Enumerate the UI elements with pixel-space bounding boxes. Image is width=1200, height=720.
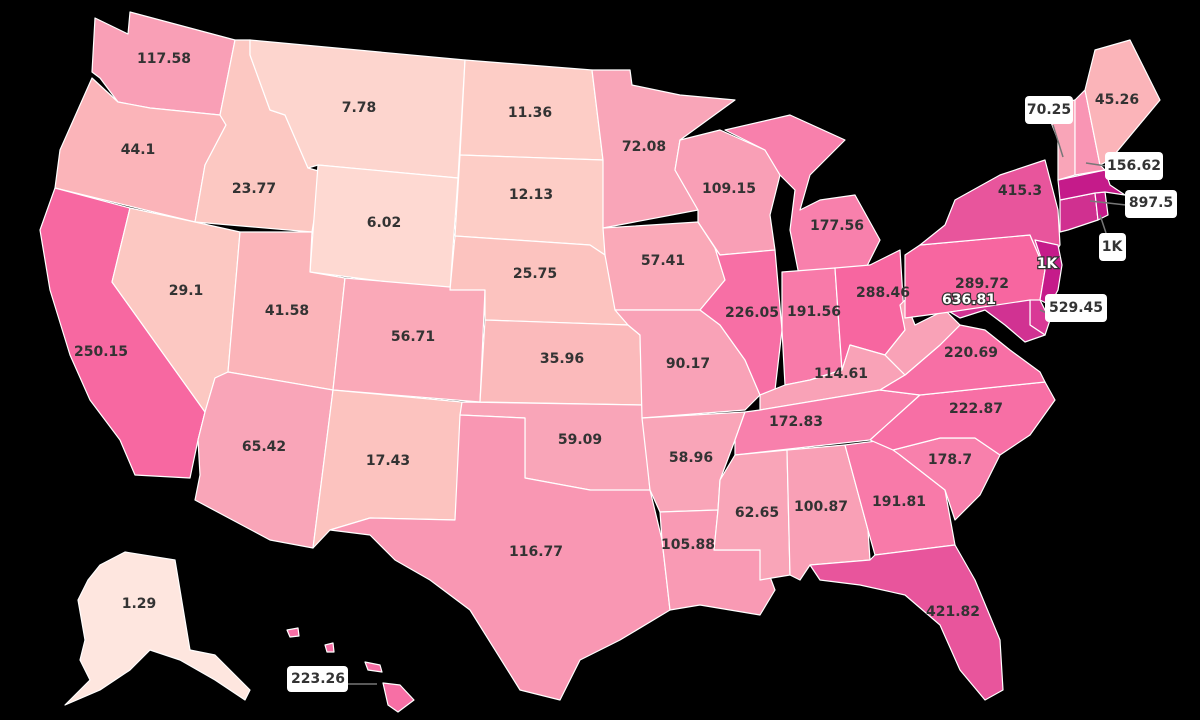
label-va: 220.69 bbox=[944, 345, 998, 361]
label-co: 56.71 bbox=[391, 329, 435, 345]
state-wv[interactable] bbox=[884, 299, 961, 376]
state-md[interactable] bbox=[949, 299, 1046, 343]
label-mn: 72.08 bbox=[622, 139, 666, 155]
label-tn: 172.83 bbox=[769, 414, 823, 430]
label-wy: 6.02 bbox=[367, 215, 402, 231]
label-me: 45.26 bbox=[1095, 92, 1139, 108]
label-wi: 109.15 bbox=[702, 181, 756, 197]
state-me[interactable] bbox=[1084, 39, 1161, 166]
label-ny: 415.3 bbox=[998, 183, 1042, 199]
label-ak: 1.29 bbox=[122, 596, 157, 612]
state-ak[interactable] bbox=[64, 551, 251, 706]
callout-nh-box bbox=[1105, 152, 1163, 180]
state-ny[interactable] bbox=[919, 159, 1061, 271]
state-hi-3[interactable] bbox=[364, 661, 383, 673]
state-fl[interactable] bbox=[809, 544, 1004, 701]
callout-de-box bbox=[1045, 294, 1107, 322]
label-ia: 57.41 bbox=[641, 253, 685, 269]
label-sd: 12.13 bbox=[509, 187, 553, 203]
label-fl: 421.82 bbox=[926, 604, 980, 620]
state-hi-4[interactable] bbox=[382, 682, 415, 713]
state-mi[interactable] bbox=[724, 114, 881, 281]
label-vt: 70.25 bbox=[1027, 102, 1071, 118]
label-mi: 177.56 bbox=[810, 218, 864, 234]
callout-hi-box bbox=[287, 666, 348, 692]
label-al: 100.87 bbox=[794, 499, 848, 515]
label-pa: 289.72 bbox=[955, 276, 1009, 292]
callout-ma-box bbox=[1125, 190, 1177, 218]
state-tx[interactable] bbox=[329, 414, 671, 701]
label-ut: 41.58 bbox=[265, 303, 309, 319]
label-oh: 288.46 bbox=[856, 285, 910, 301]
leader-ma bbox=[1089, 200, 1127, 206]
label-ks: 35.96 bbox=[540, 351, 584, 367]
label-ri: 1K bbox=[1102, 239, 1124, 255]
label-md: 636.81 bbox=[942, 292, 996, 308]
label-nd: 11.36 bbox=[508, 105, 552, 121]
state-ri[interactable] bbox=[1094, 191, 1109, 221]
label-or: 44.1 bbox=[121, 142, 156, 158]
state-hi-2[interactable] bbox=[324, 642, 335, 653]
label-hi: 223.26 bbox=[291, 671, 345, 687]
label-in: 191.56 bbox=[787, 304, 841, 320]
label-ma: 897.5 bbox=[1129, 195, 1173, 211]
label-ky: 114.61 bbox=[814, 366, 868, 382]
label-tx: 116.77 bbox=[509, 544, 563, 560]
leader-nh bbox=[1085, 162, 1107, 167]
label-nc: 222.87 bbox=[949, 401, 1003, 417]
label-nm: 17.43 bbox=[366, 453, 410, 469]
label-id: 23.77 bbox=[232, 181, 276, 197]
callout-vt-box bbox=[1025, 96, 1073, 124]
label-nh: 156.62 bbox=[1107, 158, 1161, 174]
label-ga: 191.81 bbox=[872, 494, 926, 510]
label-il: 226.05 bbox=[725, 305, 779, 321]
label-nj: 1K bbox=[1037, 256, 1059, 272]
label-ne: 25.75 bbox=[513, 266, 557, 282]
label-ms: 62.65 bbox=[735, 505, 779, 521]
label-ar: 58.96 bbox=[669, 450, 713, 466]
callout-ri-box bbox=[1099, 233, 1126, 261]
label-mt: 7.78 bbox=[342, 100, 377, 116]
label-ca: 250.15 bbox=[74, 344, 128, 360]
leader-ri bbox=[1099, 214, 1107, 234]
state-hi-1[interactable] bbox=[286, 627, 300, 638]
label-wa: 117.58 bbox=[137, 51, 191, 67]
label-az: 65.42 bbox=[242, 439, 286, 455]
leader-vt bbox=[1052, 124, 1064, 158]
label-mo: 90.17 bbox=[666, 356, 710, 372]
label-la: 105.88 bbox=[661, 537, 715, 553]
state-il[interactable] bbox=[699, 247, 783, 396]
label-ok: 59.09 bbox=[558, 432, 602, 448]
label-de: 529.45 bbox=[1049, 300, 1103, 316]
label-nv: 29.1 bbox=[169, 283, 204, 299]
label-sc: 178.7 bbox=[928, 452, 972, 468]
